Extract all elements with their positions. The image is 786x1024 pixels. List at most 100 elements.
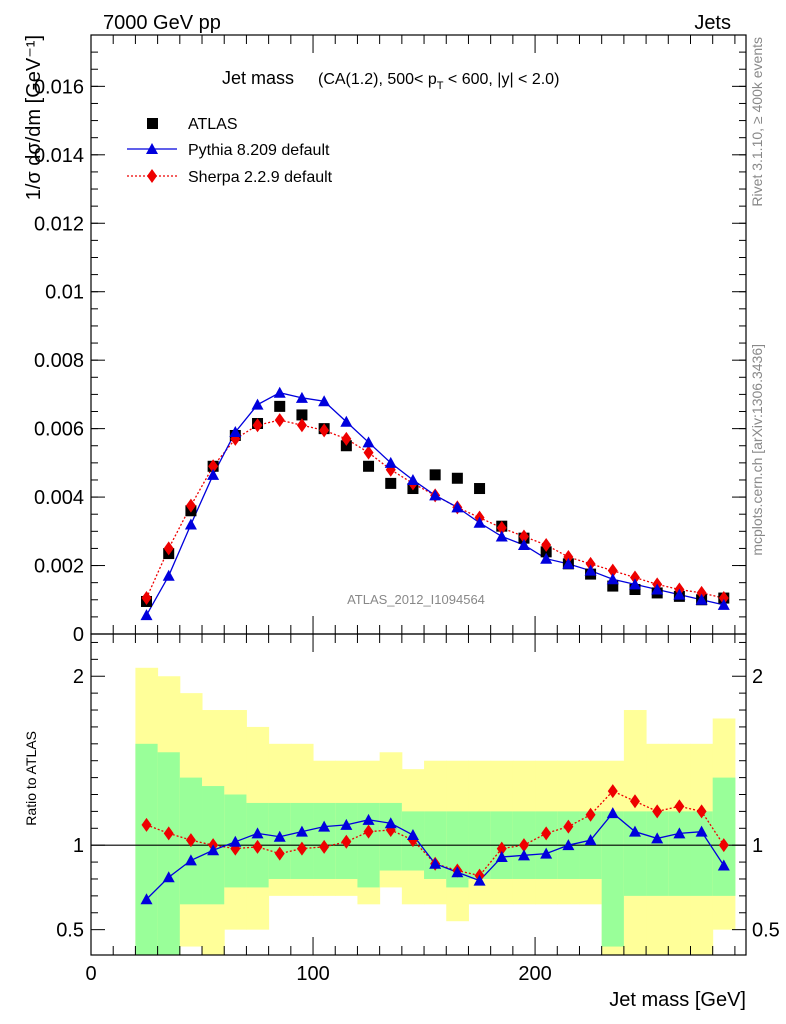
ratio-sherpa-point bbox=[518, 838, 529, 853]
pythia-point bbox=[540, 552, 553, 564]
sherpa-point bbox=[141, 591, 152, 606]
ratio-band-inner bbox=[646, 811, 669, 896]
pythia-point bbox=[184, 518, 197, 530]
ratio-sherpa-point bbox=[541, 826, 552, 841]
sherpa-point bbox=[274, 413, 285, 428]
analysis-watermark: ATLAS_2012_I1094564 bbox=[347, 592, 485, 607]
ratio-band-inner bbox=[601, 811, 625, 947]
legend-marker-pythia bbox=[146, 143, 158, 154]
ratio-sherpa-point bbox=[652, 804, 663, 819]
sherpa-point bbox=[296, 418, 307, 433]
sherpa-point bbox=[696, 585, 707, 600]
sherpa-point bbox=[496, 520, 507, 535]
mcplots-annotation: mcplots.cern.ch [arXiv:1306.3436] bbox=[749, 344, 765, 556]
ratio-sherpa-point bbox=[629, 794, 640, 809]
ratio-plot-area: 0 100 200 0.5 0.5 1 1 2 2 bbox=[56, 633, 780, 985]
atlas-point bbox=[296, 409, 308, 421]
main-ytick-label: 0.016 bbox=[34, 76, 84, 98]
ratio-band-inner bbox=[290, 802, 314, 879]
ratio-sherpa-point bbox=[696, 804, 707, 819]
main-ytick-label: 0.004 bbox=[34, 487, 84, 509]
chart-subtitle-sub: T bbox=[437, 80, 444, 92]
ratio-ytick-label: 0.5 bbox=[56, 920, 84, 942]
ratio-pythia-point bbox=[406, 829, 419, 841]
chart-title: Jet mass bbox=[222, 68, 294, 88]
ratio-pythia-point bbox=[229, 835, 242, 847]
main-ytick-label: 0.008 bbox=[34, 350, 84, 372]
main-ytick-label: 0.012 bbox=[34, 213, 84, 235]
ratio-pythia-point bbox=[473, 874, 486, 886]
ratio-pythia-point bbox=[495, 851, 508, 863]
ratio-sherpa-point bbox=[674, 799, 685, 814]
pythia-line bbox=[145, 391, 724, 616]
pythia-point bbox=[295, 391, 308, 403]
legend-label-pythia: Pythia 8.209 default bbox=[188, 142, 330, 159]
pythia-point bbox=[606, 573, 619, 585]
ratio-sherpa-point bbox=[319, 839, 330, 854]
ratio-band-inner bbox=[135, 743, 159, 955]
pythia-point bbox=[562, 557, 575, 569]
sherpa-point bbox=[607, 563, 618, 578]
pythia-point bbox=[651, 583, 664, 595]
main-ytick-label: 0.01 bbox=[45, 282, 84, 304]
atlas-point bbox=[474, 483, 486, 495]
ratio-ytick-label-right: 0.5 bbox=[752, 920, 780, 942]
pythia-point bbox=[362, 436, 375, 448]
chart-subtitle-post: < 600, |y| < 2.0) bbox=[443, 71, 559, 88]
pythia-point bbox=[384, 456, 397, 468]
header-left: 7000 GeV pp bbox=[103, 12, 221, 34]
ratio-band-inner bbox=[712, 777, 736, 896]
pythia-point bbox=[495, 530, 508, 542]
ratio-band-inner bbox=[379, 802, 403, 871]
main-ytick-label: 0 bbox=[73, 624, 84, 646]
sherpa-point bbox=[629, 570, 640, 585]
ratio-xtick-label: 200 bbox=[518, 963, 551, 985]
sherpa-point bbox=[363, 445, 374, 460]
ratio-pythia-point bbox=[517, 849, 530, 861]
sherpa-point bbox=[319, 423, 330, 438]
ratio-ytick-label-right: 1 bbox=[752, 835, 763, 857]
chart-subtitle-pre: (CA(1.2), 500< p bbox=[318, 71, 437, 88]
ratio-xtick-label: 0 bbox=[85, 963, 96, 985]
atlas-point bbox=[629, 584, 641, 596]
ratio-xlabel: Jet mass [GeV] bbox=[609, 989, 746, 1011]
ratio-pythia-point bbox=[340, 818, 353, 830]
pythia-point bbox=[340, 415, 353, 427]
ratio-pythia-point bbox=[673, 827, 686, 839]
pythia-point bbox=[517, 539, 530, 551]
main-plot-area: 0 0.002 0.004 0.006 0.008 0.01 0.012 0.014 0.016 bbox=[34, 34, 747, 646]
main-ytick-label: 0.002 bbox=[34, 556, 84, 578]
ratio-band-inner bbox=[157, 752, 181, 955]
rivet-annotation: Rivet 3.1.10, ≥ 400k events bbox=[749, 37, 765, 207]
ratio-pythia-point bbox=[562, 839, 575, 851]
ratio-pythia-point bbox=[584, 834, 597, 846]
ratio-ytick-label: 2 bbox=[73, 666, 84, 688]
ratio-pythia-point bbox=[184, 854, 197, 866]
ratio-sherpa-point bbox=[274, 846, 285, 861]
pythia-point bbox=[162, 569, 175, 581]
pythia-point bbox=[717, 598, 730, 610]
ratio-pythia-point bbox=[318, 820, 331, 832]
sherpa-point bbox=[208, 459, 219, 474]
ratio-sherpa-point bbox=[185, 833, 196, 848]
ratio-pythia-point bbox=[140, 893, 153, 905]
pythia-point bbox=[451, 501, 464, 513]
legend-label-sherpa: Sherpa 2.2.9 default bbox=[188, 169, 333, 186]
ratio-sherpa-point bbox=[296, 841, 307, 856]
ratio-pythia-point bbox=[384, 817, 397, 829]
ratio-pythia-point bbox=[717, 859, 730, 871]
sherpa-point bbox=[185, 498, 196, 513]
chart-subtitle: (CA(1.2), 500< pT < 600, |y| < 2.0) bbox=[318, 71, 559, 92]
sherpa-point bbox=[518, 529, 529, 544]
ratio-sherpa-point bbox=[141, 817, 152, 832]
ratio-sherpa-point bbox=[341, 834, 352, 849]
pythia-point bbox=[673, 588, 686, 600]
ratio-band-inner bbox=[446, 811, 469, 888]
sherpa-point bbox=[718, 591, 729, 606]
ratio-ytick-label-right: 2 bbox=[752, 666, 763, 688]
pythia-point bbox=[429, 489, 442, 501]
ratio-sherpa-point bbox=[252, 839, 263, 854]
main-ytick-label: 0.006 bbox=[34, 419, 84, 441]
pythia-point bbox=[628, 578, 641, 590]
